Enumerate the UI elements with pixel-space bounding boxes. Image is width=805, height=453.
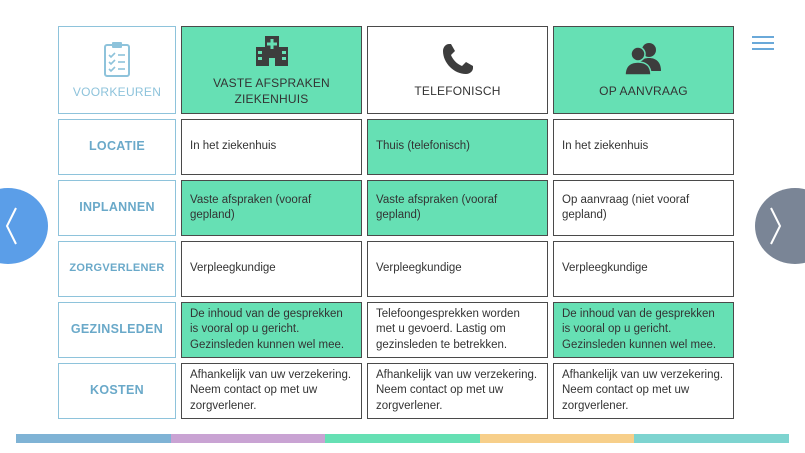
row-label-locatie: LOCATIE: [58, 119, 176, 175]
chevron-right-icon: [770, 207, 782, 245]
progress-segment: [634, 434, 789, 443]
row-label-kosten: KOSTEN: [58, 363, 176, 419]
phone-icon: [442, 44, 473, 74]
column-header-phone: TELEFONISCH: [367, 26, 548, 114]
previous-button[interactable]: [0, 188, 48, 264]
column-label: TELEFONISCH: [414, 84, 501, 98]
table-cell: De inhoud van de gesprekken is vooral op…: [181, 302, 362, 358]
people-icon: [623, 43, 661, 76]
progress-segment: [479, 434, 635, 443]
table-cell: Afhankelijk van uw verzekering. Neem con…: [553, 363, 734, 419]
chevron-left-icon: [5, 207, 17, 245]
table-cell: Afhankelijk van uw verzekering. Neem con…: [181, 363, 362, 419]
table-cell: Verpleegkundige: [367, 241, 548, 297]
table-cell: Telefoongesprekken worden met u gevoerd.…: [367, 302, 548, 358]
table-cell: Thuis (telefonisch): [367, 119, 548, 175]
table-cell: Afhankelijk van uw verzekering. Neem con…: [367, 363, 548, 419]
column-label: OP AANVRAAG: [599, 84, 688, 98]
column-label: VASTE AFSPRAKEN ZIEKENHUIS: [213, 76, 330, 106]
table-cell: Verpleegkundige: [553, 241, 734, 297]
corner-label: VOORKEUREN: [72, 85, 162, 99]
checklist-icon: [104, 42, 130, 77]
progress-bar: [16, 434, 789, 443]
column-header-on-request: OP AANVRAAG: [553, 26, 734, 114]
header-corner: VOORKEUREN: [58, 26, 176, 114]
row-label-gezinsleden: GEZINSLEDEN: [58, 302, 176, 358]
progress-segment: [325, 434, 480, 443]
next-button[interactable]: [755, 188, 805, 264]
row-label-zorgverlener: ZORGVERLENER: [58, 241, 176, 297]
table-cell: Vaste afspraken (vooraf gepland): [181, 180, 362, 236]
table-cell: In het ziekenhuis: [553, 119, 734, 175]
table-cell: Vaste afspraken (vooraf gepland): [367, 180, 548, 236]
hospital-icon: [255, 36, 288, 66]
comparison-table: VOORKEUREN VASTE AFSPRAKEN ZIEKENHUIS TE…: [58, 26, 734, 419]
column-header-hospital: VASTE AFSPRAKEN ZIEKENHUIS: [181, 26, 362, 114]
row-label-inplannen: INPLANNEN: [58, 180, 176, 236]
table-cell: In het ziekenhuis: [181, 119, 362, 175]
table-cell: De inhoud van de gesprekken is vooral op…: [553, 302, 734, 358]
table-cell: Verpleegkundige: [181, 241, 362, 297]
progress-segment: [16, 434, 171, 443]
table-cell: Op aanvraag (niet vooraf gepland): [553, 180, 734, 236]
progress-segment: [170, 434, 326, 443]
hamburger-menu-icon[interactable]: [752, 36, 774, 52]
